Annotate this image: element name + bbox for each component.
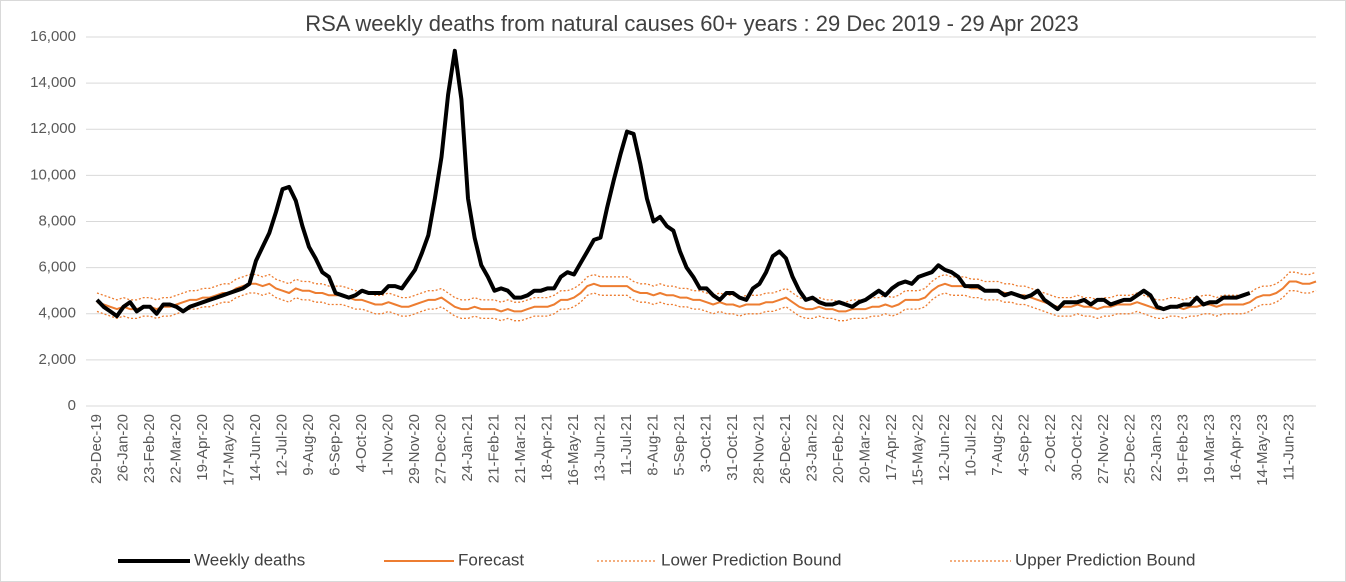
y-tick-label: 16,000	[30, 28, 76, 45]
y-tick-label: 10,000	[30, 166, 76, 183]
y-tick-label: 2,000	[38, 351, 76, 368]
x-tick-label: 2-Oct-22	[1042, 414, 1059, 472]
y-tick-label: 8,000	[38, 212, 76, 229]
x-tick-label: 8-Aug-21	[644, 414, 661, 476]
x-tick-label: 23-Jan-22	[803, 414, 820, 482]
series-line	[96, 271, 1317, 303]
x-tick-label: 30-Oct-22	[1068, 414, 1085, 481]
x-tick-label: 18-Apr-21	[538, 414, 555, 481]
x-tick-label: 15-May-22	[909, 414, 926, 486]
x-tick-label: 19-Apr-20	[194, 414, 211, 481]
x-tick-label: 12-Jul-20	[273, 414, 290, 477]
y-tick-label: 12,000	[30, 120, 76, 137]
x-tick-label: 12-Jun-22	[936, 414, 953, 482]
x-tick-label: 29-Nov-20	[406, 414, 423, 484]
x-tick-label: 22-Mar-20	[167, 414, 184, 483]
legend-label: Upper Prediction Bound	[1015, 550, 1196, 569]
x-tick-label: 20-Feb-22	[830, 414, 847, 483]
x-tick-label: 6-Sep-20	[326, 414, 343, 476]
legend-label: Weekly deaths	[194, 550, 305, 569]
y-tick-label: 4,000	[38, 305, 76, 322]
y-tick-label: 6,000	[38, 259, 76, 276]
series-line	[96, 280, 1317, 313]
x-tick-label: 11-Jun-23	[1280, 414, 1297, 480]
series-line	[95, 48, 1251, 319]
x-tick-label: 27-Nov-22	[1095, 414, 1112, 484]
x-tick-label: 7-Aug-22	[989, 414, 1006, 476]
x-tick-label: 17-Apr-22	[883, 414, 900, 481]
x-tick-label: 9-Aug-20	[300, 414, 317, 476]
x-tick-label: 3-Oct-21	[697, 414, 714, 472]
x-tick-label: 26-Jan-20	[114, 414, 131, 482]
x-tick-label: 31-Oct-21	[724, 414, 741, 481]
x-tick-label: 26-Dec-21	[777, 414, 794, 484]
x-tick-label: 4-Oct-20	[353, 414, 370, 472]
x-tick-label: 25-Dec-22	[1121, 414, 1138, 484]
x-tick-label: 21-Feb-21	[485, 414, 502, 483]
legend-label: Forecast	[458, 550, 524, 569]
x-tick-label: 13-Jun-21	[591, 414, 608, 482]
x-tick-label: 17-May-20	[220, 414, 237, 486]
x-tick-label: 10-Jul-22	[962, 414, 979, 477]
series-line	[96, 290, 1317, 322]
x-tick-label: 19-Mar-23	[1201, 414, 1218, 483]
x-tick-label: 1-Nov-20	[379, 414, 396, 476]
x-tick-label: 27-Dec-20	[432, 414, 449, 484]
x-tick-label: 28-Nov-21	[750, 414, 767, 484]
x-tick-label: 16-Apr-23	[1227, 414, 1244, 481]
legend: Weekly deaths Forecast Lower Prediction Bo…	[118, 550, 1196, 569]
x-tick-label: 16-May-21	[565, 414, 582, 486]
y-tick-label: 14,000	[30, 74, 76, 91]
chart-title: RSA weekly deaths from natural causes 60…	[305, 11, 1079, 36]
legend-label: Lower Prediction Bound	[661, 550, 842, 569]
x-tick-label: 20-Mar-22	[856, 414, 873, 483]
x-tick-label: 24-Jan-21	[459, 414, 476, 482]
x-tick-label: 23-Feb-20	[141, 414, 158, 483]
x-tick-label: 14-Jun-20	[247, 414, 264, 482]
x-tick-label: 21-Mar-21	[512, 414, 529, 483]
x-tick-label: 5-Sep-21	[671, 414, 688, 476]
x-tick-label: 11-Jul-21	[618, 414, 635, 475]
y-tick-label: 0	[68, 397, 76, 414]
x-tick-label: 22-Jan-23	[1148, 414, 1165, 482]
x-tick-label: 19-Feb-23	[1174, 414, 1191, 483]
x-tick-label: 4-Sep-22	[1015, 414, 1032, 476]
x-tick-label: 14-May-23	[1254, 414, 1271, 486]
x-tick-label: 29-Dec-19	[88, 414, 105, 484]
